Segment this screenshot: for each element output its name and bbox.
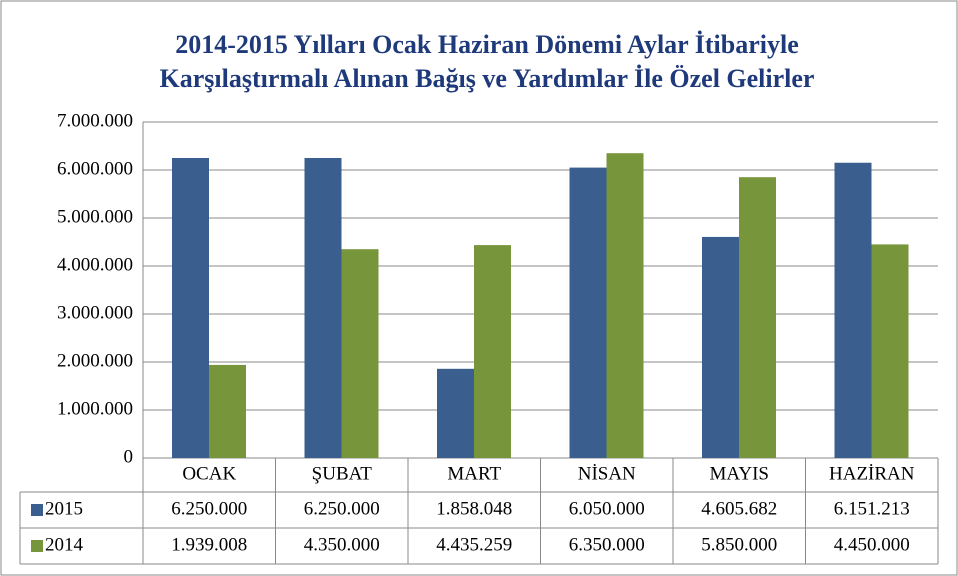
bar [702,236,739,458]
x-tick-label: HAZİRAN [829,463,915,484]
chart-title: 2014-2015 Yılları Ocak Haziran Dönemi Ay… [175,30,798,59]
y-tick-label: 5.000.000 [57,206,133,227]
bar [341,249,379,458]
y-tick-label: 3.000.000 [57,302,133,323]
bar [739,177,776,458]
y-tick-label: 7.000.000 [57,110,133,131]
x-tick-label: MART [447,463,501,484]
table-value: 4.605.682 [701,498,777,519]
table-value: 4.450.000 [834,534,910,555]
table-value: 6.050.000 [569,498,645,519]
table-value: 6.350.000 [569,534,645,555]
legend-swatch [31,540,43,552]
table-value: 5.850.000 [701,534,777,555]
bar [569,167,607,458]
bar [871,244,909,458]
table-value: 6.151.213 [834,498,910,519]
x-tick-label: MAYIS [710,463,770,484]
table-value: 6.250.000 [171,498,247,519]
y-tick-label: 4.000.000 [57,254,133,275]
legend-swatch [31,504,43,516]
bar [834,162,872,459]
y-tick-label: 1.000.000 [57,398,133,419]
bar [172,158,209,458]
table-value: 6.250.000 [304,498,380,519]
table-value: 1.939.008 [171,534,247,555]
table-value: 1.858.048 [436,498,512,519]
legend-label: 2014 [45,534,84,555]
chart-title: Karşılaştırmalı Alınan Bağış ve Yardımla… [160,64,815,93]
x-tick-label: ŞUBAT [312,463,373,484]
bar [304,158,342,458]
bar [474,245,511,458]
y-tick-label: 2.000.000 [57,350,133,371]
bar [606,153,644,458]
y-tick-label: 0 [124,446,134,467]
bar [209,364,246,458]
y-tick-label: 6.000.000 [57,158,133,179]
legend-label: 2015 [45,498,83,519]
table-value: 4.350.000 [304,534,380,555]
bar [437,368,474,458]
x-tick-label: NİSAN [578,463,636,484]
x-tick-label: OCAK [182,463,236,484]
table-value: 4.435.259 [436,534,512,555]
